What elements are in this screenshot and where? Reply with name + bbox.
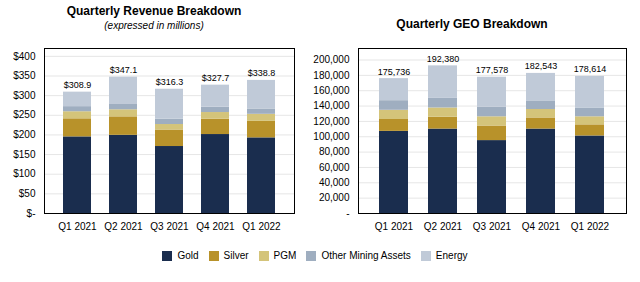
svg-text:$100: $100 — [13, 168, 36, 179]
svg-text:$-: $- — [27, 208, 36, 219]
svg-text:Q1 2021: Q1 2021 — [58, 221, 97, 232]
svg-text:100,000: 100,000 — [313, 131, 350, 142]
svg-text:$327.7: $327.7 — [202, 73, 230, 83]
svg-text:$308.9: $308.9 — [64, 80, 92, 90]
html-text:Silver: Silver — [223, 250, 249, 261]
svg-text:Q3 2021: Q3 2021 — [473, 221, 512, 232]
svg-text:182,543: 182,543 — [525, 61, 558, 71]
svg-text:$50: $50 — [19, 188, 36, 199]
svg-text:160,000: 160,000 — [313, 85, 350, 96]
html-text:(expressed in millions): (expressed in millions) — [104, 20, 204, 31]
svg-text:$200: $200 — [13, 129, 36, 140]
svg-text:-: - — [346, 208, 349, 219]
svg-text:180,000: 180,000 — [313, 70, 350, 81]
svg-text:177,578: 177,578 — [476, 65, 509, 75]
svg-text:60,000: 60,000 — [319, 162, 350, 173]
svg-text:192,380: 192,380 — [427, 54, 460, 64]
svg-text:178,614: 178,614 — [574, 64, 607, 74]
svg-text:140,000: 140,000 — [313, 100, 350, 111]
svg-text:Q4 2021: Q4 2021 — [196, 221, 235, 232]
svg-text:Q3 2021: Q3 2021 — [150, 221, 189, 232]
html-text:PGM: PGM — [273, 250, 297, 261]
svg-text:$347.1: $347.1 — [110, 65, 138, 75]
svg-text:Q4 2021: Q4 2021 — [522, 221, 561, 232]
svg-text:175,736: 175,736 — [378, 67, 411, 77]
html-text:Gold: Gold — [177, 250, 199, 261]
svg-text:120,000: 120,000 — [313, 116, 350, 127]
svg-text:$400: $400 — [13, 51, 36, 62]
svg-text:Q1 2021: Q1 2021 — [375, 221, 414, 232]
svg-text:Q1 2022: Q1 2022 — [242, 221, 281, 232]
svg-text:$350: $350 — [13, 70, 36, 81]
html-text:Energy: Energy — [435, 250, 468, 261]
svg-text:40,000: 40,000 — [319, 177, 350, 188]
svg-text:200,000: 200,000 — [313, 54, 350, 65]
svg-text:$250: $250 — [13, 109, 36, 120]
html-text:Quarterly GEO Breakdown: Quarterly GEO Breakdown — [396, 17, 548, 31]
html-text:Quarterly Revenue Breakdown: Quarterly Revenue Breakdown — [66, 4, 242, 18]
svg-text:80,000: 80,000 — [319, 146, 350, 157]
html-text:Other Mining Assets: Other Mining Assets — [321, 250, 411, 261]
svg-text:Q2 2021: Q2 2021 — [424, 221, 463, 232]
svg-text:$150: $150 — [13, 149, 36, 160]
svg-text:20,000: 20,000 — [319, 192, 350, 203]
svg-text:$300: $300 — [13, 90, 36, 101]
svg-text:Q2 2021: Q2 2021 — [104, 221, 143, 232]
svg-text:Q1 2022: Q1 2022 — [571, 221, 610, 232]
svg-text:$338.8: $338.8 — [248, 68, 276, 78]
svg-text:$316.3: $316.3 — [156, 77, 184, 87]
